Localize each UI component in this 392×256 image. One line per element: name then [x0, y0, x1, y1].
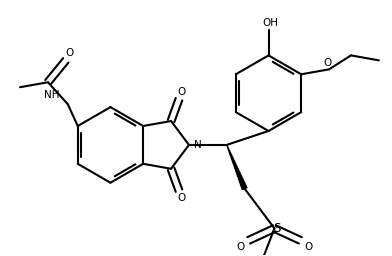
Text: O: O: [323, 58, 331, 68]
Text: O: O: [304, 242, 312, 252]
Text: O: O: [65, 48, 74, 58]
Text: NH: NH: [44, 90, 60, 100]
Polygon shape: [227, 145, 247, 190]
Text: O: O: [178, 193, 186, 202]
Text: O: O: [236, 242, 245, 252]
Text: S: S: [273, 222, 280, 235]
Text: N: N: [194, 140, 201, 150]
Text: O: O: [178, 87, 186, 97]
Text: OH: OH: [263, 18, 278, 28]
